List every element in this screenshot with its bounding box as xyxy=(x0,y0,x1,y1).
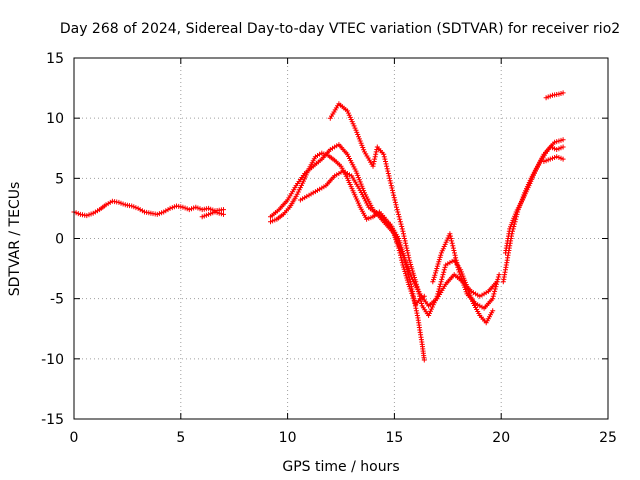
x-tick-label: 25 xyxy=(599,430,617,446)
series-layer xyxy=(71,90,566,363)
series-trace-2 xyxy=(199,209,226,220)
series-trace-11 xyxy=(543,90,566,101)
x-tick-label: 20 xyxy=(492,430,510,446)
y-tick-label: -5 xyxy=(50,292,64,308)
plus-markers xyxy=(503,137,566,256)
plus-markers xyxy=(71,198,226,219)
y-tick-label: -15 xyxy=(41,412,64,428)
x-tick-label: 5 xyxy=(176,430,185,446)
x-axis-title: GPS time / hours xyxy=(282,459,399,475)
series-trace-10 xyxy=(541,154,566,164)
x-tick-label: 0 xyxy=(70,430,79,446)
series-trace-1 xyxy=(71,198,226,219)
series-trace-9 xyxy=(503,137,566,256)
x-tick-label: 10 xyxy=(279,430,297,446)
y-tick-label: 0 xyxy=(55,232,64,248)
y-axis-title: SDTVAR / TECUs xyxy=(7,182,23,297)
plus-markers xyxy=(199,209,226,220)
y-tick-label: 10 xyxy=(46,111,64,127)
plus-markers xyxy=(430,231,502,311)
chart-title: Day 268 of 2024, Sidereal Day-to-day VTE… xyxy=(60,21,620,37)
y-tick-label: 15 xyxy=(46,51,64,67)
tick-layer: 0 5 10 15 20 25 -15 -10 -5 0 5 10 15 xyxy=(41,51,617,446)
plus-markers xyxy=(541,154,566,164)
x-tick-label: 15 xyxy=(385,430,403,446)
series-line xyxy=(502,146,564,283)
y-tick-label: 5 xyxy=(55,171,64,187)
plus-markers xyxy=(500,144,566,285)
plus-markers xyxy=(297,168,500,309)
series-trace-7 xyxy=(430,231,502,311)
grid-layer xyxy=(74,58,608,419)
plus-markers xyxy=(543,90,566,101)
series-trace-8 xyxy=(500,144,566,285)
y-tick-label: -10 xyxy=(41,352,64,368)
